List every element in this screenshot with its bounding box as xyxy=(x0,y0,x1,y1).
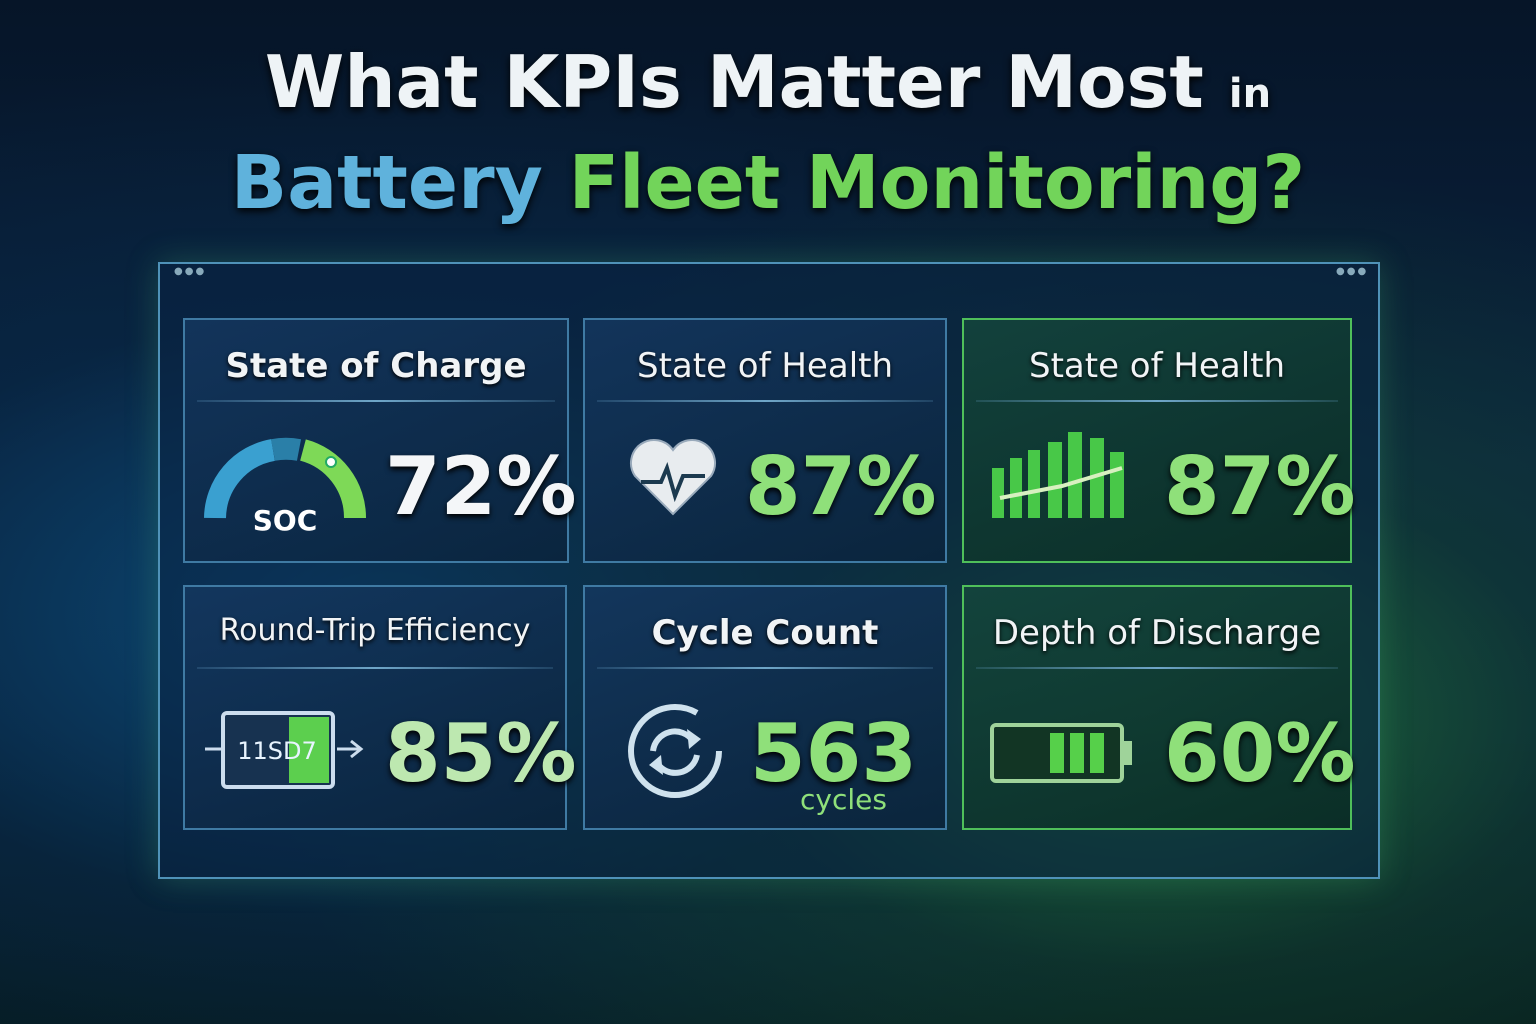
battery-icon: 11SD7 xyxy=(205,711,364,789)
card-title: State of Health xyxy=(636,346,894,386)
card-title: Depth of Discharge xyxy=(992,613,1322,653)
kpi-card: Cycle Count 563 cycles xyxy=(583,585,947,830)
kpi-card: Depth of Discharge 60% xyxy=(962,585,1356,830)
kpi-unit: cycles xyxy=(800,783,887,816)
discharge-battery-icon xyxy=(990,723,1132,783)
separator xyxy=(976,400,1338,402)
kpi-value: 60% xyxy=(1164,707,1356,800)
title-line-1: What KPIs Matter Most in xyxy=(0,40,1536,124)
kpi-value: 85% xyxy=(385,707,577,800)
title-green: Fleet Monitoring? xyxy=(568,140,1306,226)
kpi-value: 563 xyxy=(750,707,917,800)
separator xyxy=(597,667,933,669)
kpi-card: State of Health 87% xyxy=(962,318,1356,563)
separator xyxy=(597,400,933,402)
cycle-icon xyxy=(628,704,722,798)
kpi-value: 87% xyxy=(745,440,937,533)
card-title: State of Health xyxy=(1028,346,1286,386)
card-title: State of Charge xyxy=(225,346,527,386)
title-text: What KPIs Matter Most xyxy=(264,40,1204,124)
kpi-card: State of Charge SOC 72% xyxy=(183,318,576,563)
title-small: in xyxy=(1228,71,1272,117)
title-blue: Battery xyxy=(230,140,543,226)
window-dots: ●●● xyxy=(174,266,207,277)
separator xyxy=(197,667,553,669)
heart-icon xyxy=(630,438,716,516)
card-title: Round-Trip Efficiency xyxy=(219,613,531,648)
separator xyxy=(197,400,555,402)
icon-label: 11SD7 xyxy=(237,737,317,765)
kpi-card: Round-Trip Efficiency 11SD7 85% xyxy=(183,585,576,830)
icon-label: SOC xyxy=(253,504,318,537)
window-dots: ●●● xyxy=(1336,266,1369,277)
card-title: Cycle Count xyxy=(651,613,879,653)
kpi-value: 72% xyxy=(385,440,577,533)
separator xyxy=(976,667,1338,669)
kpi-value: 87% xyxy=(1164,440,1356,533)
bars-icon xyxy=(992,432,1124,518)
gauge-icon: SOC xyxy=(204,437,367,537)
title-line-2: Battery Fleet Monitoring? xyxy=(0,140,1536,226)
kpi-card: State of Health 87% xyxy=(583,318,947,563)
